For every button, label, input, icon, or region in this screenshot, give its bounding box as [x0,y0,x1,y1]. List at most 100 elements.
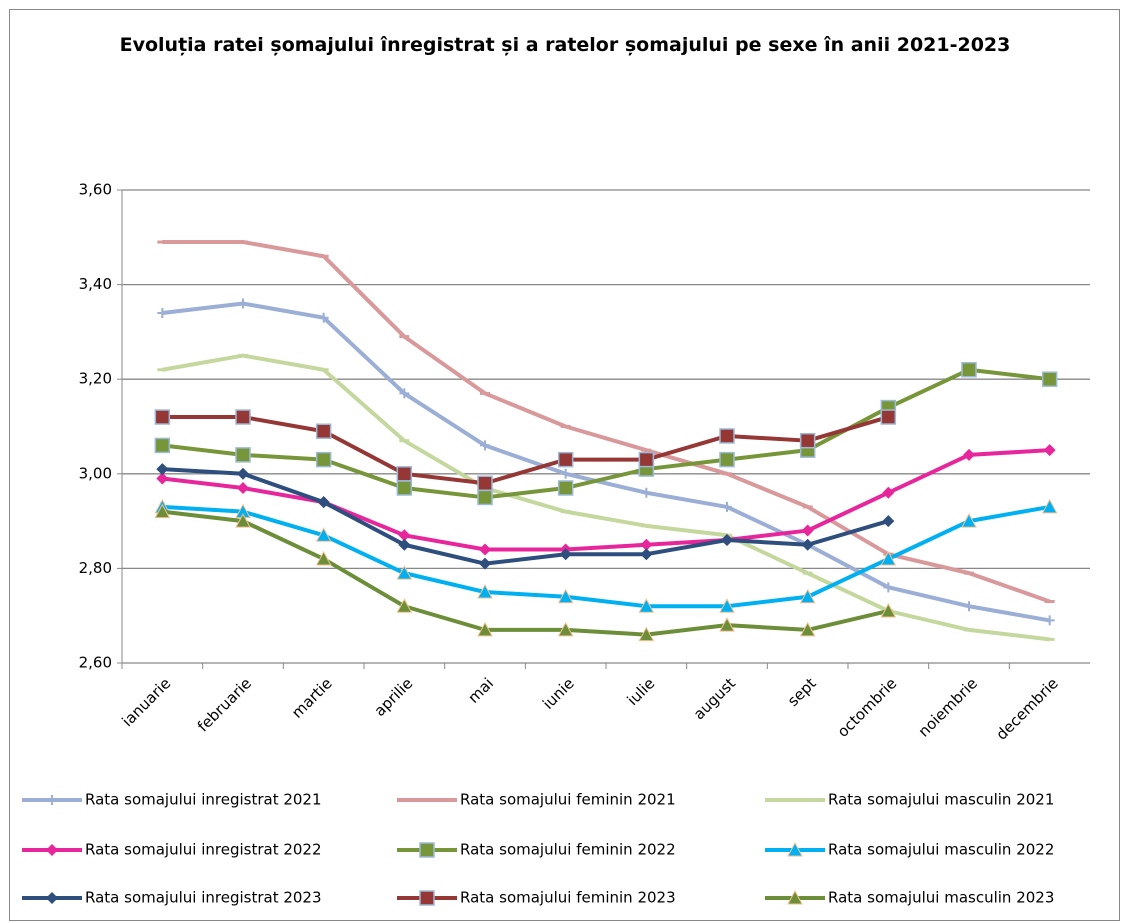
point [641,487,652,498]
point [882,515,895,528]
series-line [162,448,1050,552]
point [154,437,171,454]
point [640,538,653,551]
point [477,621,493,637]
point [799,432,816,449]
point [961,361,977,378]
point [479,557,491,570]
point [719,451,735,468]
legend-label: Rata somajului masculin 2021 [828,791,1054,809]
legend-label: Rata somajului inregistrat 2021 [85,791,322,809]
legend-marker [787,889,803,905]
point [398,529,411,542]
point [799,621,816,637]
point [880,550,897,566]
point [156,463,169,476]
point [480,440,490,451]
y-tick-label: 3,20 [79,370,112,388]
point [235,513,251,528]
point [1043,444,1056,457]
y-tick-label: 3,00 [79,464,112,482]
point [477,583,493,599]
point [477,489,493,506]
point [719,617,735,632]
series-line [162,467,889,566]
point [638,451,655,468]
legend-marker [419,890,435,906]
point [399,388,410,399]
point [1041,371,1058,387]
point [396,565,413,580]
legend-label: Rata somajului feminin 2021 [460,791,676,809]
point [477,475,493,492]
point [557,480,574,496]
point [638,626,655,642]
series-line [162,509,889,637]
point [238,298,248,309]
point [880,409,897,425]
series-line [162,504,1051,609]
point [801,538,814,551]
point [154,503,171,519]
legend-marker [46,892,58,904]
series-line [162,367,1050,500]
series-line [162,415,889,486]
point [638,598,655,613]
point [237,467,249,480]
point [799,588,816,604]
point [719,598,735,613]
point [396,598,413,613]
point [157,307,168,318]
point [882,486,895,499]
point [315,451,332,468]
point [557,621,574,637]
legend-marker [787,841,803,857]
point [719,428,735,444]
series-line [161,353,1050,642]
point [235,447,251,463]
legend-marker [46,844,58,856]
y-tick-label: 2,60 [79,654,112,672]
legend-marker [47,795,57,805]
legend-label: Rata somajului feminin 2022 [460,841,676,859]
point [318,312,329,323]
legend-label: Rata somajului inregistrat 2023 [85,889,322,907]
point [154,409,171,425]
y-tick-label: 3,40 [79,275,112,293]
point [156,472,169,485]
point [396,466,413,482]
point [557,451,574,468]
point [721,534,733,547]
point [396,480,413,496]
legend-label: Rata somajului inregistrat 2022 [85,841,322,859]
point [315,527,332,542]
series-line [162,240,1051,604]
point [398,538,411,551]
point [1044,615,1055,626]
point [559,548,572,561]
point [1041,498,1058,514]
point [235,409,251,425]
point [317,496,330,509]
point [964,601,974,612]
point [883,582,894,593]
point [880,602,897,618]
y-tick-label: 2,80 [79,559,112,577]
legend-label: Rata somajului masculin 2023 [828,889,1054,907]
legend-label: Rata somajului feminin 2023 [460,889,676,907]
point [315,423,332,439]
point [479,543,491,556]
point [315,550,332,566]
legend-label: Rata somajului masculin 2022 [828,841,1054,859]
y-tick-label: 3,60 [79,181,112,199]
chart-title: Evoluția ratei șomajului înregistrat și … [119,34,1011,56]
point [961,513,977,528]
point [557,588,574,604]
series-line [162,301,1051,623]
point [640,548,653,561]
point [801,524,814,537]
legend-marker [419,842,435,858]
point [237,481,249,494]
